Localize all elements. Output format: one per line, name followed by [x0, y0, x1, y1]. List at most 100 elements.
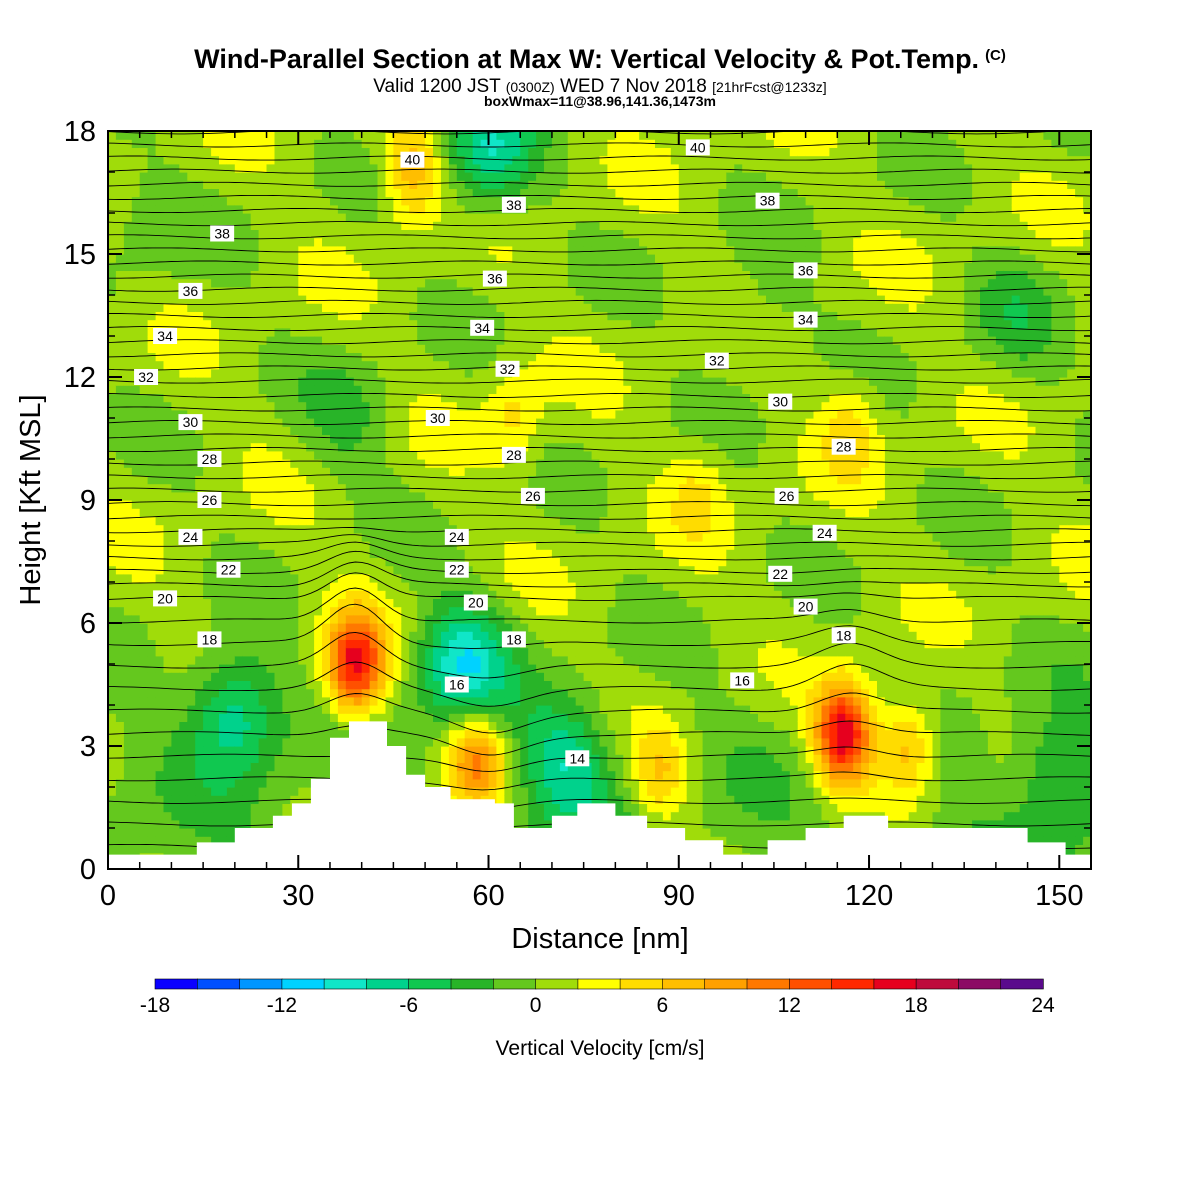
velocity-cell	[337, 278, 347, 288]
velocity-cell	[441, 705, 450, 714]
velocity-cell	[361, 549, 371, 558]
velocity-cell	[155, 606, 165, 616]
velocity-cell	[211, 819, 220, 829]
velocity-cell	[258, 623, 268, 632]
velocity-cell	[219, 803, 228, 813]
velocity-cell	[417, 500, 426, 509]
velocity-cell	[187, 844, 196, 854]
velocity-cell	[504, 352, 513, 362]
velocity-cell	[528, 229, 537, 239]
velocity-cell	[250, 360, 260, 370]
velocity-cell	[409, 655, 418, 665]
velocity-cell	[139, 819, 149, 829]
velocity-cell	[472, 163, 482, 173]
velocity-cell	[306, 450, 315, 460]
velocity-cell	[337, 729, 347, 739]
velocity-cell	[369, 631, 379, 640]
velocity-cell	[393, 614, 402, 624]
velocity-cell	[504, 459, 513, 468]
velocity-cell	[330, 385, 339, 394]
velocity-cell	[219, 762, 228, 772]
velocity-cell	[250, 639, 260, 649]
velocity-cell	[504, 746, 513, 755]
velocity-cell	[385, 721, 394, 731]
velocity-cell	[377, 475, 386, 485]
velocity-cell	[480, 754, 490, 763]
velocity-cell	[306, 532, 315, 542]
velocity-cell	[314, 623, 323, 632]
velocity-cell	[250, 811, 260, 821]
velocity-cell	[123, 188, 133, 198]
velocity-cell	[520, 770, 529, 780]
velocity-cell	[108, 844, 117, 854]
velocity-cell	[377, 336, 386, 345]
velocity-cell	[123, 147, 133, 157]
velocity-cell	[171, 245, 180, 255]
velocity-cell	[512, 705, 521, 714]
velocity-cell	[203, 672, 212, 681]
velocity-cell	[250, 475, 260, 485]
velocity-cell	[250, 557, 260, 567]
velocity-cell	[131, 795, 141, 804]
velocity-cell	[480, 746, 490, 755]
velocity-cell	[314, 606, 323, 616]
velocity-cell	[211, 139, 220, 148]
velocity-cell	[393, 221, 402, 230]
velocity-cell	[433, 483, 442, 493]
velocity-cell	[330, 721, 339, 731]
velocity-cell	[211, 549, 220, 558]
velocity-cell	[274, 500, 283, 509]
velocity-cell	[108, 680, 117, 690]
velocity-cell	[361, 491, 371, 501]
velocity-cell	[488, 360, 497, 370]
velocity-cell	[401, 385, 410, 394]
velocity-cell	[480, 295, 490, 304]
velocity-cell	[266, 409, 275, 419]
velocity-cell	[322, 606, 331, 616]
velocity-cell	[155, 721, 165, 731]
velocity-cell	[417, 295, 426, 304]
velocity-cell	[195, 401, 204, 411]
velocity-cell	[282, 803, 291, 813]
velocity-cell	[345, 229, 355, 239]
velocity-cell	[441, 237, 450, 247]
velocity-cell	[496, 172, 505, 181]
velocity-cell	[369, 475, 379, 485]
velocity-cell	[290, 360, 299, 370]
velocity-cell	[203, 303, 212, 312]
velocity-cell	[409, 737, 418, 747]
velocity-cell	[456, 606, 466, 616]
velocity-cell	[377, 180, 386, 189]
velocity-cell	[298, 442, 307, 452]
velocity-cell	[203, 434, 212, 444]
velocity-cell	[282, 385, 291, 394]
velocity-cell	[441, 614, 450, 624]
velocity-cell	[337, 459, 347, 468]
velocity-cell	[203, 278, 212, 288]
velocity-cell	[512, 393, 521, 403]
velocity-cell	[203, 295, 212, 304]
velocity-cell	[226, 688, 236, 698]
velocity-cell	[330, 319, 339, 329]
velocity-cell	[242, 188, 252, 198]
velocity-cell	[226, 647, 236, 657]
velocity-cell	[155, 368, 165, 378]
velocity-cell	[123, 828, 133, 837]
velocity-cell	[488, 737, 497, 747]
velocity-cell	[472, 573, 482, 583]
velocity-cell	[433, 204, 442, 214]
velocity-cell	[345, 344, 355, 353]
velocity-cell	[496, 286, 505, 296]
velocity-cell	[123, 524, 133, 534]
velocity-cell	[448, 262, 458, 271]
velocity-cell	[242, 746, 252, 755]
velocity-cell	[322, 672, 331, 681]
velocity-cell	[242, 352, 252, 362]
velocity-cell	[314, 245, 323, 255]
velocity-cell	[401, 163, 410, 173]
velocity-cell	[361, 623, 371, 632]
velocity-cell	[433, 729, 442, 739]
velocity-cell	[139, 172, 149, 181]
velocity-cell	[441, 467, 450, 476]
velocity-cell	[298, 549, 307, 558]
